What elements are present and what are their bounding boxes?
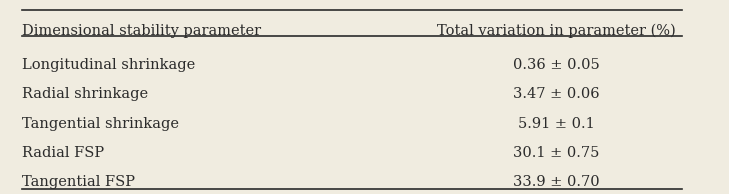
- Text: Radial FSP: Radial FSP: [23, 146, 104, 160]
- Text: Tangential shrinkage: Tangential shrinkage: [23, 117, 179, 131]
- Text: Longitudinal shrinkage: Longitudinal shrinkage: [23, 58, 195, 72]
- Text: Tangential FSP: Tangential FSP: [23, 175, 136, 189]
- Text: 3.47 ± 0.06: 3.47 ± 0.06: [512, 87, 599, 101]
- Text: 5.91 ± 0.1: 5.91 ± 0.1: [518, 117, 594, 131]
- Text: Dimensional stability parameter: Dimensional stability parameter: [23, 24, 262, 38]
- Text: 0.36 ± 0.05: 0.36 ± 0.05: [512, 58, 599, 72]
- Text: 30.1 ± 0.75: 30.1 ± 0.75: [513, 146, 599, 160]
- Text: Total variation in parameter (%): Total variation in parameter (%): [437, 24, 676, 38]
- Text: 33.9 ± 0.70: 33.9 ± 0.70: [512, 175, 599, 189]
- Text: Radial shrinkage: Radial shrinkage: [23, 87, 149, 101]
